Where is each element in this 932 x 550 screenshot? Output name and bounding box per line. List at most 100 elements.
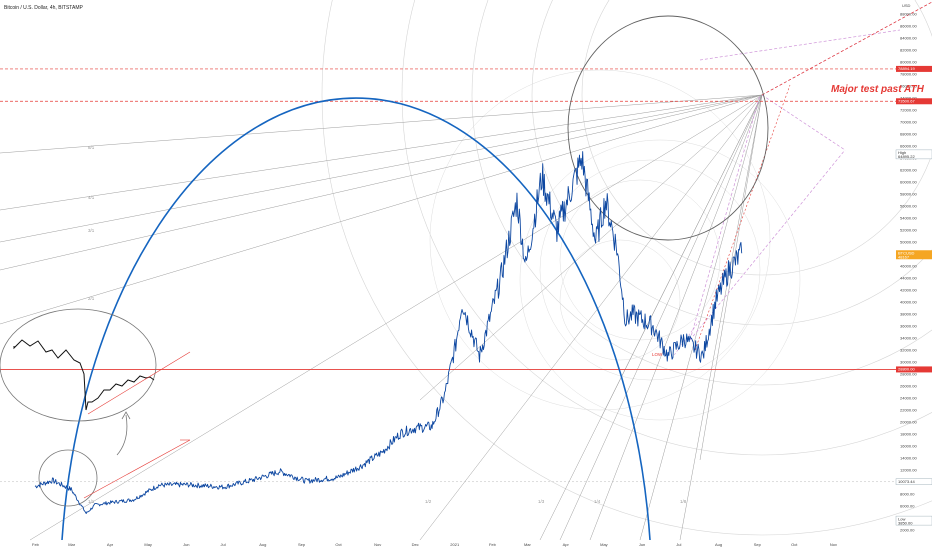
price-tick: 18000.00 (900, 432, 917, 437)
guide-line (761, 94, 846, 151)
fan-line (589, 94, 763, 541)
price-tick: 54000.00 (900, 216, 917, 221)
time-tick: Jun (183, 542, 189, 547)
time-tick: May (600, 542, 608, 547)
inset-price-line (13, 339, 155, 411)
time-tick: Feb (489, 542, 497, 547)
time-tick: 2021 (450, 542, 460, 547)
time-tick: Jul (676, 542, 681, 547)
price-tick: 56000.00 (900, 204, 917, 209)
level-tag (895, 478, 932, 485)
inner-ring-arc (559, 239, 681, 361)
inner-ring-arc (519, 139, 801, 421)
price-tick: 30000.00 (900, 360, 917, 365)
price-tick: 58000.00 (900, 192, 917, 197)
price-tick: 36000.00 (900, 324, 917, 329)
time-tick: Apr (107, 542, 114, 547)
fan-label: 1/3 (538, 499, 545, 504)
price-tick: 26000.00 (900, 384, 917, 389)
price-tick: 12000.00 (900, 468, 917, 473)
price-tick: 82000.00 (900, 48, 917, 53)
time-tick: Mar (68, 542, 76, 547)
price-tick: 66000.00 (900, 144, 917, 149)
price-tick: 28000.00 (900, 372, 917, 377)
price-tick: 70000.00 (900, 120, 917, 125)
time-tick: Sep (298, 542, 306, 547)
price-tick: 22000.00 (900, 408, 917, 413)
fan-line (0, 94, 763, 325)
ring-arc (471, 0, 932, 386)
fan-label: 1/1 (88, 499, 95, 504)
price-tick: 84000.00 (900, 36, 917, 41)
time-tick: Nov (830, 542, 837, 547)
price-tick: 34000.00 (900, 336, 917, 341)
price-tick: 44000.00 (900, 276, 917, 281)
price-tick: 16000.00 (900, 444, 917, 449)
inset-ellipse (0, 308, 157, 422)
price-tick: 40000.00 (900, 300, 917, 305)
time-tick: Feb (32, 542, 40, 547)
currency-label: USD (902, 3, 911, 8)
price-tick: 8000.00 (900, 492, 915, 497)
fan-label: 4/1 (88, 195, 95, 200)
fan-line (419, 94, 763, 541)
time-tick: Nov (374, 542, 381, 547)
level-tag-label: 78894.19 (898, 66, 915, 71)
zoom-connector (116, 414, 128, 456)
fan-line (29, 94, 763, 541)
level-tag (895, 149, 932, 160)
annotation-shapes: LOW (0, 15, 769, 541)
level-tag-label: Low (898, 516, 905, 521)
time-tick: Aug (259, 542, 266, 547)
level-tag (896, 250, 932, 260)
time-tick: May (144, 542, 152, 547)
time-tick: Aug (715, 542, 722, 547)
inner-ring-arc (429, 69, 771, 411)
level-tag-value: 3850.00 (898, 520, 913, 525)
level-tag-label: 73500.67 (898, 98, 915, 103)
price-line (34, 151, 743, 515)
price-tick: 80000.00 (900, 60, 917, 65)
price-tick: 42000.00 (900, 288, 917, 293)
fan-line (559, 94, 763, 541)
level-tag (896, 98, 932, 105)
price-tick: 24000.00 (900, 396, 917, 401)
fan-line (599, 94, 763, 421)
time-tick: Oct (335, 542, 342, 547)
fan-line (0, 94, 763, 243)
price-tick: 88000.00 (900, 12, 917, 17)
time-tick: Mar (524, 542, 532, 547)
fan-label: 3/1 (88, 228, 95, 233)
guide-line (689, 94, 761, 341)
price-tick: 50000.00 (900, 240, 917, 245)
big-arc (61, 97, 651, 541)
fan-label: 1/4 (594, 499, 601, 504)
fan-line (639, 94, 763, 541)
level-tag (895, 515, 932, 526)
connector-arrowhead (121, 411, 131, 420)
price-tick: 60000.00 (900, 180, 917, 185)
time-axis: Feb Mar Apr May Jun Jul Aug Sep Oct Nov Dec 2021 Feb… (32, 542, 837, 547)
horizontal-levels (0, 68, 896, 483)
price-tick: 52000.00 (900, 228, 917, 233)
price-tick: 6000.00 (900, 504, 915, 509)
level-tag-label: 28800.00 (898, 367, 915, 372)
inset-trendline (87, 351, 191, 415)
fan-line (679, 94, 763, 541)
fan-label: 1/2 (425, 499, 432, 504)
level-tag (896, 65, 932, 72)
projection-line (761, 1, 932, 96)
projection-line (694, 84, 791, 351)
pink-guide-lines (689, 1, 932, 351)
concentric-arcs (321, 0, 932, 536)
ring-arc (531, 0, 932, 326)
time-tick: Jun (639, 542, 645, 547)
price-tick: 74000.00 (900, 96, 917, 101)
price-tick: 38000.00 (900, 312, 917, 317)
time-tick: Jul (221, 542, 226, 547)
price-tick: 20000.00 (900, 420, 917, 425)
level-tag-label: BTCUSD (898, 250, 915, 255)
price-tick: 62000.00 (900, 168, 917, 173)
level-tag-value: 64895.22 (898, 154, 915, 159)
